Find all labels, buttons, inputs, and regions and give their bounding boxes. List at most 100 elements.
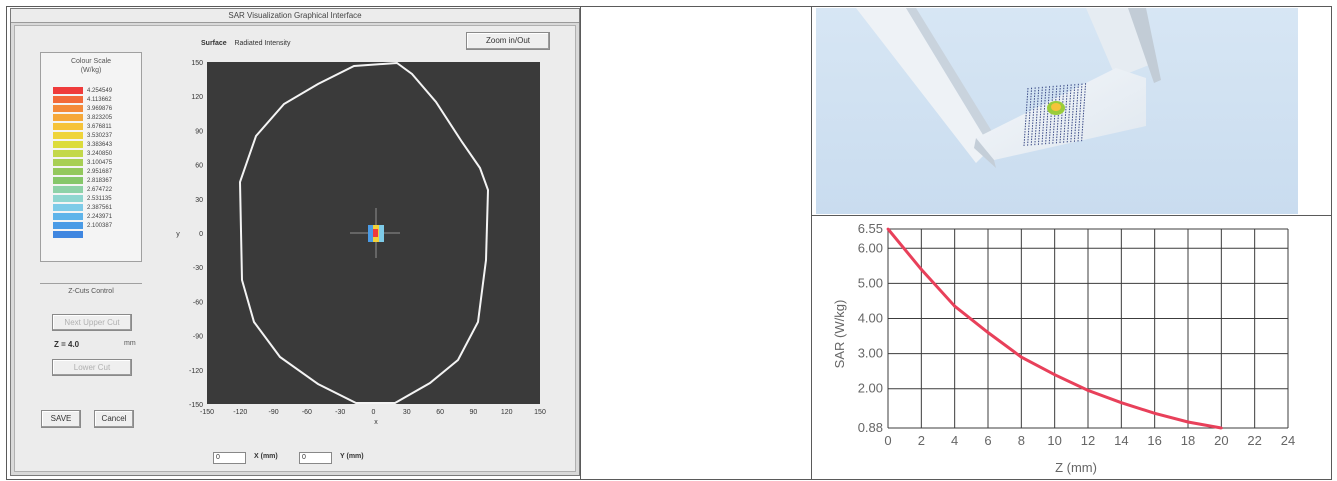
color-scale-swatch bbox=[53, 105, 83, 112]
sar-peak-core bbox=[1051, 103, 1061, 111]
color-scale-swatch bbox=[53, 168, 83, 175]
color-scale-swatch bbox=[53, 114, 83, 121]
plot-y-tick-label: 150 bbox=[191, 60, 203, 67]
series-point bbox=[1053, 373, 1057, 377]
series-point bbox=[953, 304, 957, 308]
color-scale-value: 3.530237 bbox=[87, 133, 113, 139]
color-scale-value: 3.969876 bbox=[87, 106, 113, 112]
color-scale-title: Colour Scale (W/kg) bbox=[41, 57, 141, 75]
phantom-right-wall bbox=[1086, 8, 1154, 78]
plot-y-tick-label: -150 bbox=[189, 402, 203, 409]
series-point bbox=[1086, 389, 1090, 392]
sar-hotspot-low bbox=[368, 225, 373, 242]
color-scale-value: 3.100475 bbox=[87, 160, 113, 166]
plot-y-tick-label: -60 bbox=[193, 299, 203, 306]
phantom-tray-edge bbox=[974, 138, 996, 168]
phantom-tray bbox=[976, 68, 1146, 160]
zcut-title: Z-Cuts Control bbox=[68, 288, 114, 295]
plot-x-tick-label: 60 bbox=[436, 409, 444, 416]
sar-hotspot-peak bbox=[373, 229, 378, 237]
phantom-left-wall-edge bbox=[906, 8, 996, 148]
x-tick-label: 10 bbox=[1047, 433, 1061, 448]
series-point bbox=[1019, 355, 1023, 359]
color-scale-value: 2.951687 bbox=[87, 169, 113, 175]
y-tick-label: 6.55 bbox=[858, 221, 883, 236]
plot-x-tick-label: -120 bbox=[233, 409, 247, 416]
plot-y-tick-label: -30 bbox=[193, 265, 203, 272]
chart-ticks: 0 2 4 6 8 10 12 14 16 18 20 22 240.882.003.004.005.0… bbox=[858, 221, 1296, 448]
color-scale-value: 2.387561 bbox=[87, 205, 113, 211]
chart-grid bbox=[887, 228, 1289, 429]
color-scale-value: 3.383643 bbox=[87, 142, 113, 148]
color-scale-swatch bbox=[53, 141, 83, 148]
save-button[interactable]: SAVE bbox=[41, 410, 81, 428]
x-tick-label: 4 bbox=[951, 433, 958, 448]
plot-header: Surface Radiated Intensity bbox=[201, 40, 291, 47]
plot-x-tick-label: 150 bbox=[534, 409, 546, 416]
plot-x-tick-label: 120 bbox=[501, 409, 513, 416]
x-tick-label: 6 bbox=[984, 433, 991, 448]
color-scale-value: 2.243971 bbox=[87, 214, 113, 220]
series-point bbox=[986, 331, 990, 334]
upper-cut-button[interactable]: Next Upper Cut bbox=[52, 314, 132, 331]
x-coordinate-input[interactable]: 0 bbox=[213, 452, 246, 464]
x-tick-label: 24 bbox=[1281, 433, 1295, 448]
color-scale-value: 2.100387 bbox=[87, 223, 113, 229]
phantom-right-wall-edge bbox=[1128, 8, 1161, 83]
color-scale-title-line1: Colour Scale bbox=[70, 58, 112, 65]
x-tick-label: 2 bbox=[918, 433, 925, 448]
sar-vs-z-chart: 0 2 4 6 8 10 12 14 16 18 20 22 240.882.003.004.005.0… bbox=[832, 221, 1296, 475]
surface-value: Radiated Intensity bbox=[234, 40, 291, 47]
series-point bbox=[886, 227, 890, 231]
color-scale-swatch bbox=[53, 132, 83, 139]
plot-ticks: 150 120 90 60 30 0 -30 -60 -90 -120 -150-150 -120 -9… bbox=[176, 60, 546, 426]
series-point bbox=[1153, 411, 1157, 415]
surface-label: Surface bbox=[201, 40, 227, 47]
y-tick-label: 5.00 bbox=[858, 275, 883, 290]
color-scale-swatch bbox=[53, 159, 83, 166]
plot-x-tick-label: 0 bbox=[372, 409, 376, 416]
plot-x-tick-label: -150 bbox=[200, 409, 214, 416]
series-point bbox=[919, 267, 923, 271]
plot-x-axis-label: x bbox=[374, 419, 378, 426]
plot-y-tick-label: 90 bbox=[195, 128, 203, 135]
plot-y-tick-label: -120 bbox=[189, 368, 203, 375]
y-tick-label: 6.00 bbox=[858, 240, 883, 255]
plot-x-tick-label: -90 bbox=[269, 409, 279, 416]
plot-x-tick-label: -30 bbox=[335, 409, 345, 416]
color-scale-swatch bbox=[53, 87, 83, 94]
color-scale-swatch bbox=[53, 150, 83, 157]
z-unit: mm bbox=[124, 340, 136, 347]
y-tick-label: 3.00 bbox=[858, 346, 883, 361]
y-coordinate-input[interactable]: 0 bbox=[299, 452, 332, 464]
series-points bbox=[886, 227, 1223, 430]
series-point bbox=[1219, 426, 1223, 430]
cancel-button[interactable]: Cancel bbox=[94, 410, 134, 428]
plot-x-tick-label: -60 bbox=[302, 409, 312, 416]
color-scale-swatch bbox=[53, 222, 83, 229]
x-tick-label: 18 bbox=[1181, 433, 1195, 448]
zcut-control-panel: Z-Cuts Control Next Upper Cut Z = 4.0 mm… bbox=[40, 283, 142, 383]
x-tick-label: 14 bbox=[1114, 433, 1128, 448]
color-scale-value: 3.823205 bbox=[87, 115, 113, 121]
color-scale-value: 4.113662 bbox=[87, 97, 112, 103]
color-scale-swatch bbox=[53, 177, 83, 184]
color-scale-value: 3.240850 bbox=[87, 151, 113, 157]
plot-x-tick-label: 90 bbox=[470, 409, 478, 416]
x-tick-label: 22 bbox=[1247, 433, 1261, 448]
plot-y-tick-label: 60 bbox=[195, 163, 203, 170]
plot-y-tick-label: -90 bbox=[193, 334, 203, 341]
x-tick-label: 12 bbox=[1081, 433, 1095, 448]
x-axis-label: Z (mm) bbox=[1055, 460, 1097, 475]
color-scale-value: 2.818367 bbox=[87, 178, 113, 184]
lower-cut-button[interactable]: Lower Cut bbox=[52, 359, 132, 376]
plot-y-tick-label: 120 bbox=[191, 94, 203, 101]
zoom-button[interactable]: Zoom in/Out bbox=[466, 32, 550, 50]
x-tick-label: 20 bbox=[1214, 433, 1228, 448]
color-scale-swatch bbox=[53, 186, 83, 193]
z-value: Z = 4.0 bbox=[54, 340, 80, 349]
color-scale-value: 4.254549 bbox=[87, 88, 113, 94]
plot-y-tick-label: 30 bbox=[195, 197, 203, 204]
